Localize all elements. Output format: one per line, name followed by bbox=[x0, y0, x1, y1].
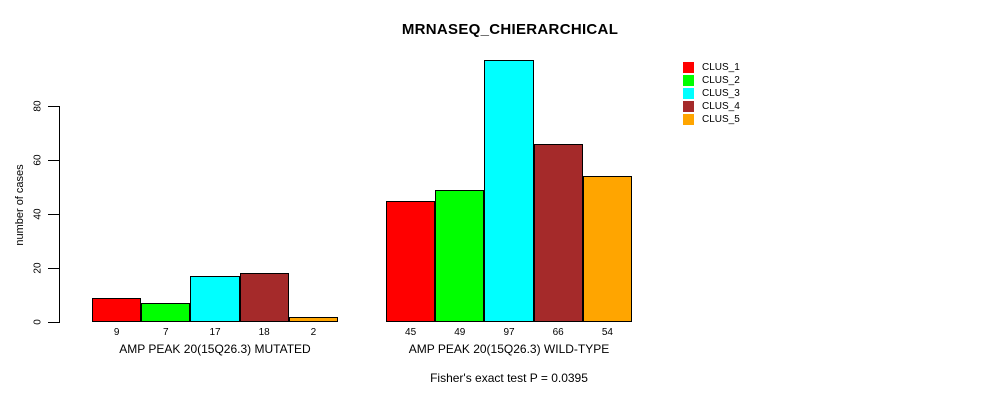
bar-value-label: 66 bbox=[552, 327, 564, 338]
bar-value-label: 45 bbox=[405, 327, 417, 338]
category-label: AMP PEAK 20(15Q26.3) MUTATED bbox=[119, 342, 311, 356]
y-axis-line bbox=[59, 106, 60, 323]
bar-clus_2-group2 bbox=[435, 189, 485, 322]
y-tick bbox=[48, 322, 59, 323]
bar-value-label: 18 bbox=[258, 327, 270, 338]
bar-clus_2-group1 bbox=[141, 303, 191, 322]
bar-value-label: 2 bbox=[310, 327, 317, 338]
bar-value-label: 54 bbox=[601, 327, 613, 338]
chart-title: MRNASEQ_CHIERARCHICAL bbox=[401, 21, 619, 38]
category-label: AMP PEAK 20(15Q26.3) WILD-TYPE bbox=[408, 342, 610, 356]
legend-label: CLUS_3 bbox=[702, 88, 740, 99]
bar-clus_1-group2 bbox=[386, 200, 436, 322]
legend-label: CLUS_1 bbox=[702, 62, 740, 73]
bar-clus_4-group2 bbox=[533, 143, 583, 322]
bar-clus_5-group2 bbox=[582, 176, 632, 322]
legend-swatch bbox=[683, 62, 694, 73]
y-axis-title: number of cases bbox=[14, 164, 26, 246]
bar-value-label: 9 bbox=[113, 327, 120, 338]
bar-value-label: 7 bbox=[163, 327, 169, 338]
y-tick bbox=[48, 214, 59, 215]
legend-swatch bbox=[683, 88, 694, 99]
y-tick-label: 40 bbox=[32, 208, 44, 220]
legend-label: CLUS_4 bbox=[702, 101, 740, 112]
legend-label: CLUS_5 bbox=[702, 114, 740, 125]
bar-value-label: 49 bbox=[454, 327, 466, 338]
bar-clus_3-group2 bbox=[484, 60, 534, 322]
bar-clus_1-group1 bbox=[92, 297, 142, 322]
legend-label: CLUS_2 bbox=[702, 75, 740, 86]
y-tick bbox=[48, 160, 59, 161]
y-tick bbox=[48, 268, 59, 269]
bar-value-label: 97 bbox=[503, 327, 515, 338]
bar-clus_3-group1 bbox=[190, 276, 240, 322]
annotation-text: Fisher's exact test P = 0.0395 bbox=[430, 371, 588, 385]
legend-swatch bbox=[683, 101, 694, 112]
y-tick bbox=[48, 106, 59, 107]
y-tick-label: 80 bbox=[32, 100, 44, 112]
legend-swatch bbox=[683, 114, 694, 125]
legend-swatch bbox=[683, 75, 694, 86]
bar-value-label: 17 bbox=[209, 327, 221, 338]
y-tick-label: 20 bbox=[32, 262, 44, 274]
bar-clus_4-group1 bbox=[239, 273, 289, 322]
y-tick-label: 60 bbox=[32, 154, 44, 166]
bar-clus_5-group1 bbox=[288, 316, 338, 322]
y-tick-label: 0 bbox=[32, 319, 44, 325]
